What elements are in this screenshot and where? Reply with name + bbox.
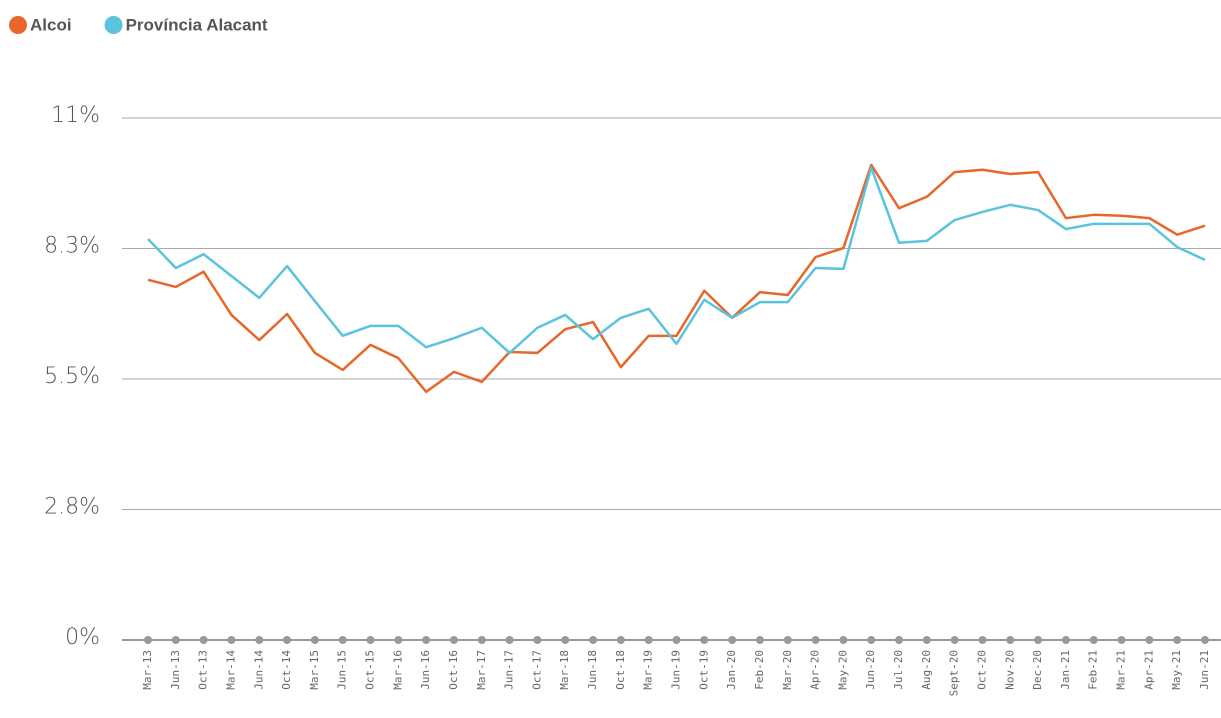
y-tick-label: 8.3% [44,234,100,259]
x-tick-label: May-20 [836,650,849,690]
axis-dot [533,636,542,644]
axis-dot [922,636,931,644]
x-tick-label: Mar-18 [558,650,571,690]
axis-dot [728,636,737,644]
x-tick-label: Mar-15 [308,650,321,690]
axis-dot [895,636,904,644]
y-tick-label: 5.5% [44,364,100,389]
axis-dot [1145,636,1154,644]
x-tick-label: Jun-16 [419,650,432,690]
legend-label: Província Alacant [126,15,268,34]
axis-dot [338,636,347,644]
axis-dot [394,636,403,644]
axis-dot [144,636,152,644]
x-tick-label: Dec-20 [1031,650,1044,690]
axis-dot [700,636,709,644]
axis-dot [227,636,236,644]
axis-dot [1089,636,1098,644]
axis-dot [1034,636,1043,644]
axis-dot [171,636,180,644]
x-tick-label: May-21 [1170,650,1183,690]
x-tick-label: Mar-19 [642,650,655,690]
x-tick-label: Jun-13 [169,650,182,690]
x-tick-label: Oct-14 [280,650,293,690]
axis-dot [867,636,876,644]
x-tick-label: Feb-21 [1087,650,1100,690]
axis-dot [366,636,375,644]
axis-dot [1201,636,1209,644]
axis-dot [199,636,208,644]
x-tick-label: Nov-20 [1003,650,1016,690]
y-tick-label: 0% [65,625,100,650]
x-tick-label: Jun-17 [503,650,516,690]
x-tick-label: Jun-20 [864,650,877,690]
x-tick-label: Jan-20 [725,650,738,690]
x-tick-label: Oct-16 [447,650,460,690]
x-tick-label: Oct-15 [364,650,377,690]
y-tick-label: 11% [51,103,100,128]
axis-dot [1006,636,1015,644]
x-tick-label: Mar-20 [781,650,794,690]
x-tick-label: Apr-21 [1142,650,1155,690]
x-tick-label: Aug-20 [920,650,933,690]
axis-dot [477,636,486,644]
x-tick-label: Jun-18 [586,650,599,690]
axis-dot [310,636,319,644]
axis-dot [1173,636,1182,644]
series-line [147,166,1206,355]
x-tick-label: Jan-21 [1059,650,1072,690]
axis-dot [783,636,792,644]
axis-dot [422,636,431,644]
axis-dot [811,636,820,644]
legend-marker [104,16,123,34]
x-tick-label: Oct-19 [697,650,710,690]
axis-dot [950,636,959,644]
axis-dot [1117,636,1126,644]
x-tick-label: Oct-13 [197,650,210,690]
series-line [147,163,1206,394]
x-tick-label: Mar-13 [141,650,154,690]
x-tick-label: Jun-14 [252,650,265,690]
axis-dot [255,636,264,644]
axis-dot [589,636,598,644]
x-tick-label: Apr-20 [809,650,822,690]
x-tick-label: Feb-20 [753,650,766,690]
axis-dot [839,636,848,644]
y-tick-label: 2.8% [44,495,100,520]
x-tick-label: Mar-17 [475,650,488,690]
x-tick-label: Oct-17 [530,650,543,690]
x-tick-label: Oct-20 [975,650,988,690]
x-tick-label: Mar-21 [1115,650,1128,690]
legend-label: Alcoi [30,15,72,34]
x-tick-label: Jun-21 [1198,650,1211,690]
x-tick-label: Mar-16 [391,650,404,690]
axis-dot [561,636,570,644]
axis-dot [616,636,625,644]
x-tick-label: Oct-18 [614,650,627,690]
axis-dot [449,636,458,644]
x-tick-label: Jun-19 [670,650,683,690]
axis-dot [1061,636,1070,644]
x-tick-label: Sept-20 [948,650,961,696]
axis-dot [978,636,987,644]
axis-dot [672,636,681,644]
x-tick-label: Jun-15 [336,650,349,690]
axis-dot [644,636,653,644]
axis-dot [505,636,514,644]
x-tick-label: Jul-20 [892,650,905,690]
x-tick-label: Mar-14 [224,650,237,690]
axis-dot [283,636,292,644]
legend-marker [9,16,27,34]
axis-dot [755,636,764,644]
